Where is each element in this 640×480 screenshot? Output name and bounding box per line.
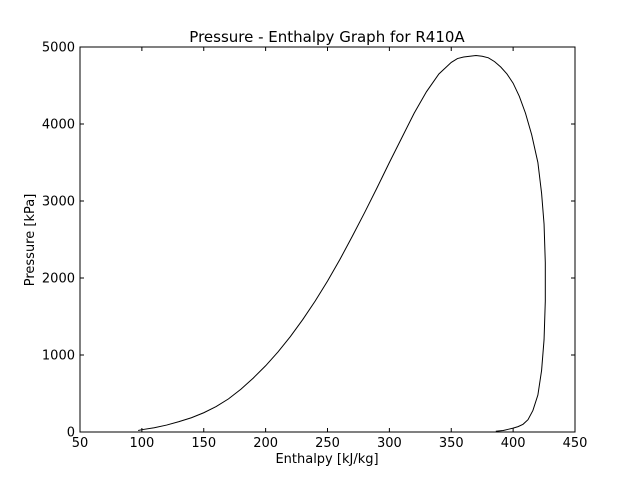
- y-tick-label: 2000: [42, 272, 75, 287]
- chart-title: Pressure - Enthalpy Graph for R410A: [189, 28, 465, 46]
- x-tick-label: 50: [72, 436, 89, 451]
- plot-area-frame: [79, 46, 576, 433]
- y-tick-label: 5000: [42, 41, 75, 56]
- axis-tick-labels: 50 100 150 200 250 300 350 400 450 0 1000 2000 3000 4…: [42, 41, 588, 452]
- y-tick-label: 4000: [42, 118, 75, 133]
- x-tick-label: 150: [191, 436, 216, 451]
- y-tick-label: 3000: [42, 195, 75, 210]
- x-axis-title: Enthalpy [kJ/kg]: [275, 452, 378, 467]
- axis-ticks: [79, 46, 576, 433]
- y-axis-title: Pressure [kPa]: [23, 194, 38, 287]
- x-tick-label: 450: [563, 436, 588, 451]
- x-tick-label: 350: [439, 436, 464, 451]
- x-tick-label: 100: [129, 436, 154, 451]
- x-tick-label: 200: [253, 436, 278, 451]
- y-tick-label: 0: [67, 426, 75, 441]
- x-tick-label: 250: [315, 436, 340, 451]
- x-tick-label: 300: [377, 436, 402, 451]
- x-tick-label: 400: [501, 436, 526, 451]
- saturation-curve-line: [138, 54, 546, 432]
- y-tick-label: 1000: [42, 349, 75, 364]
